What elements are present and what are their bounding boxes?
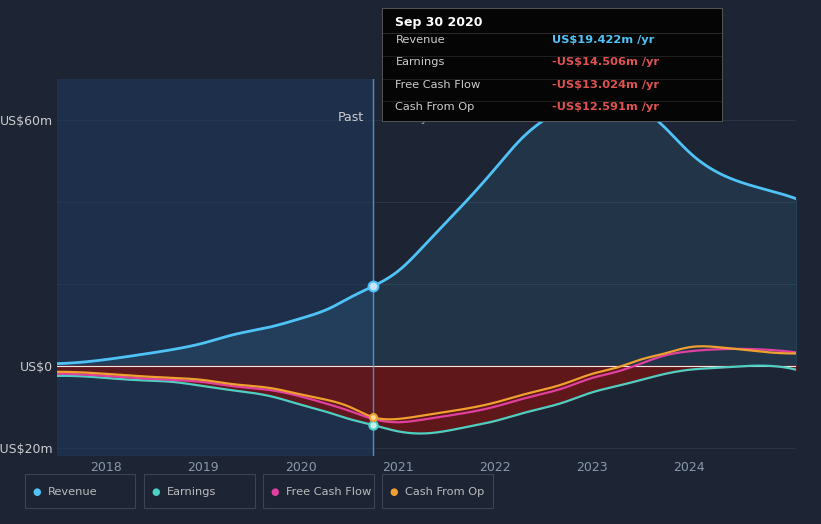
Text: Revenue: Revenue <box>48 486 97 497</box>
Text: ●: ● <box>33 486 41 497</box>
Text: ●: ● <box>271 486 279 497</box>
Text: Past: Past <box>337 112 364 124</box>
Text: Earnings: Earnings <box>167 486 216 497</box>
Bar <box>57 79 374 456</box>
Text: Free Cash Flow: Free Cash Flow <box>396 80 480 90</box>
Text: -US$12.591m /yr: -US$12.591m /yr <box>553 103 659 113</box>
Text: -US$14.506m /yr: -US$14.506m /yr <box>553 58 659 68</box>
Text: US$19.422m /yr: US$19.422m /yr <box>553 35 654 45</box>
Text: Cash From Op: Cash From Op <box>405 486 484 497</box>
Text: Cash From Op: Cash From Op <box>396 103 475 113</box>
Text: Analysts Forecasts: Analysts Forecasts <box>393 112 509 124</box>
Text: Earnings: Earnings <box>396 58 445 68</box>
Text: -US$13.024m /yr: -US$13.024m /yr <box>553 80 659 90</box>
Text: Revenue: Revenue <box>396 35 445 45</box>
Text: Sep 30 2020: Sep 30 2020 <box>396 16 483 29</box>
Text: ●: ● <box>152 486 160 497</box>
Text: ●: ● <box>390 486 398 497</box>
Text: Free Cash Flow: Free Cash Flow <box>286 486 371 497</box>
